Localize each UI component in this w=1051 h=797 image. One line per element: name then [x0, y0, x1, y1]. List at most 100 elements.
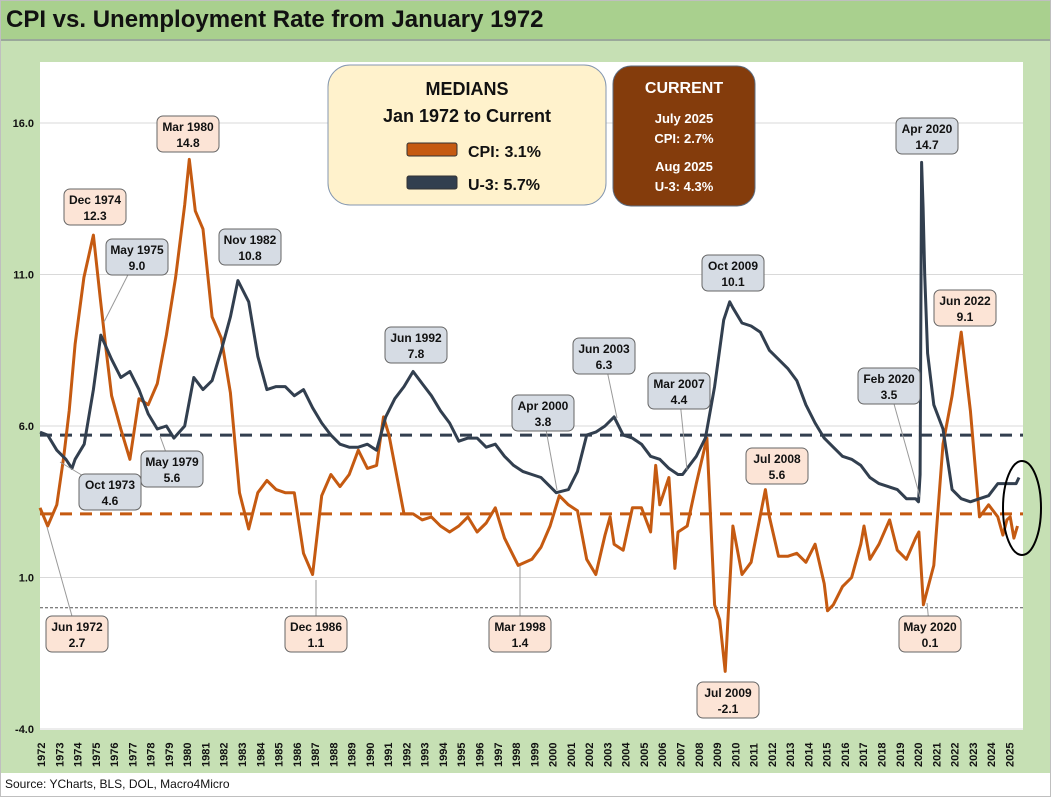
- x-tick-label: 1991: [383, 743, 395, 767]
- x-tick-label: 2012: [767, 743, 779, 767]
- callout-u3: Oct 1973 4.6: [78, 473, 142, 511]
- callout-box: [105, 238, 169, 276]
- y-tick-label: 6.0: [19, 421, 34, 433]
- callout-box: [895, 117, 959, 155]
- u3-line: [39, 160, 1021, 504]
- callout-value: 14.8: [176, 136, 200, 150]
- x-tick-label: 2017: [858, 743, 870, 767]
- callout-date: Oct 1973: [85, 478, 135, 492]
- x-tick-label: 1988: [328, 743, 340, 767]
- x-tick-label: 1994: [438, 742, 450, 767]
- x-tick-label: 1999: [529, 743, 541, 767]
- x-tick-label: 2013: [785, 743, 797, 767]
- callout-date: Jun 1992: [390, 331, 442, 345]
- x-tick-label: 1992: [401, 743, 413, 767]
- x-tick-label: 2025: [1004, 743, 1016, 767]
- x-tick-label: 2024: [986, 742, 998, 767]
- x-tick-label: 1974: [73, 742, 85, 767]
- current-u3-value: U-3: 4.3%: [655, 179, 714, 194]
- callout-box: [45, 615, 109, 653]
- callout-box: [511, 394, 575, 432]
- callout-value: 7.8: [408, 347, 425, 361]
- title-bar: CPI vs. Unemployment Rate from January 1…: [1, 1, 1050, 41]
- x-tick-label: 1982: [219, 743, 231, 767]
- callout-value: -2.1: [718, 702, 739, 716]
- medians-subheading: Jan 1972 to Current: [383, 106, 551, 126]
- x-tick-label: 1985: [274, 743, 286, 767]
- current-u3-date: Aug 2025: [655, 159, 713, 174]
- callout-date: Apr 2000: [518, 399, 569, 413]
- x-tick-label: 1972: [36, 743, 48, 767]
- x-tick-label: 2007: [675, 743, 687, 767]
- u3-median-label: U-3: 5.7%: [468, 177, 540, 194]
- medians-legend-box: MEDIANS Jan 1972 to Current CPI: 3.1% U-…: [327, 64, 607, 206]
- callout-box: [284, 615, 348, 653]
- callout-cpi: Dec 1974 12.3: [63, 188, 127, 226]
- callout-cpi: Jun 2022 9.1: [933, 289, 997, 327]
- x-tick-label: 1983: [237, 743, 249, 767]
- x-tick-label: 1977: [127, 743, 139, 767]
- x-tick-label: 1986: [292, 743, 304, 767]
- callout-u3: Apr 2020 14.7: [895, 117, 959, 155]
- cpi-line: [38, 157, 1019, 673]
- callout-box: [647, 372, 711, 410]
- current-highlight-ellipse: [1002, 460, 1042, 556]
- x-tick-label: 1996: [475, 743, 487, 767]
- current-heading: CURRENT: [645, 80, 723, 97]
- x-tick-label: 2018: [876, 743, 888, 767]
- callout-value: 1.4: [512, 636, 529, 650]
- callout-box: [78, 473, 142, 511]
- x-tick-label: 1980: [182, 743, 194, 767]
- callout-u3: Jun 1992 7.8: [384, 326, 448, 364]
- callout-date: Mar 1980: [162, 120, 214, 134]
- callout-u3: Feb 2020 3.5: [857, 367, 921, 405]
- x-tick-label: 1989: [347, 743, 359, 767]
- y-tick-label: 1.0: [19, 573, 34, 585]
- x-tick-label: 1997: [493, 743, 505, 767]
- callout-value: 10.1: [721, 275, 745, 289]
- x-tick-label: 1975: [91, 743, 103, 767]
- callout-value: 2.7: [69, 636, 86, 650]
- callout-box: [156, 115, 220, 153]
- x-tick-label: 1976: [109, 743, 121, 767]
- current-values-box: CURRENT July 2025 CPI: 2.7% Aug 2025 U-3…: [612, 65, 756, 207]
- callout-date: Apr 2020: [902, 122, 953, 136]
- y-tick-label: 11.0: [13, 270, 34, 282]
- x-tick-label: 1990: [365, 743, 377, 767]
- callout-box: [488, 615, 552, 653]
- callout-u3: Mar 2007 4.4: [647, 372, 711, 410]
- x-tick-label: 2011: [749, 743, 761, 767]
- callout-box: [933, 289, 997, 327]
- callout-date: Jun 1972: [51, 620, 103, 634]
- x-tick-label: 1993: [420, 743, 432, 767]
- callout-value: 14.7: [915, 138, 939, 152]
- callout-date: Oct 2009: [708, 259, 758, 273]
- callout-value: 5.6: [769, 468, 786, 482]
- x-tick-label: 2009: [712, 743, 724, 767]
- callout-value: 6.3: [596, 358, 613, 372]
- current-cpi-date: July 2025: [655, 111, 714, 126]
- x-tick-label: 2004: [621, 742, 633, 767]
- x-tick-label: 2001: [566, 743, 578, 767]
- x-tick-label: 1979: [164, 743, 176, 767]
- callout-date: Jul 2008: [753, 452, 801, 466]
- callout-box: [857, 367, 921, 405]
- x-tick-label: 2022: [950, 743, 962, 767]
- chart-title: CPI vs. Unemployment Rate from January 1…: [6, 6, 544, 33]
- x-tick-label: 1981: [200, 743, 212, 767]
- callout-u3: May 1979 5.6: [140, 450, 204, 488]
- x-tick-label: 2010: [730, 743, 742, 767]
- callout-value: 10.8: [238, 249, 262, 263]
- callout-value: 12.3: [83, 209, 107, 223]
- u3-legend-swatch: [406, 175, 458, 190]
- callout-cpi: Dec 1986 1.1: [284, 615, 348, 653]
- callout-u3: May 1975 9.0: [105, 238, 169, 276]
- source-note: Source: YCharts, BLS, DOL, Macro4Micro: [1, 773, 1050, 796]
- callout-date: Nov 1982: [224, 233, 277, 247]
- x-tick-label: 2020: [913, 743, 925, 767]
- x-tick-label: 2008: [694, 743, 706, 767]
- callout-value: 4.6: [102, 494, 119, 508]
- x-tick-label: 1973: [54, 743, 66, 767]
- x-tick-label: 2006: [657, 743, 669, 767]
